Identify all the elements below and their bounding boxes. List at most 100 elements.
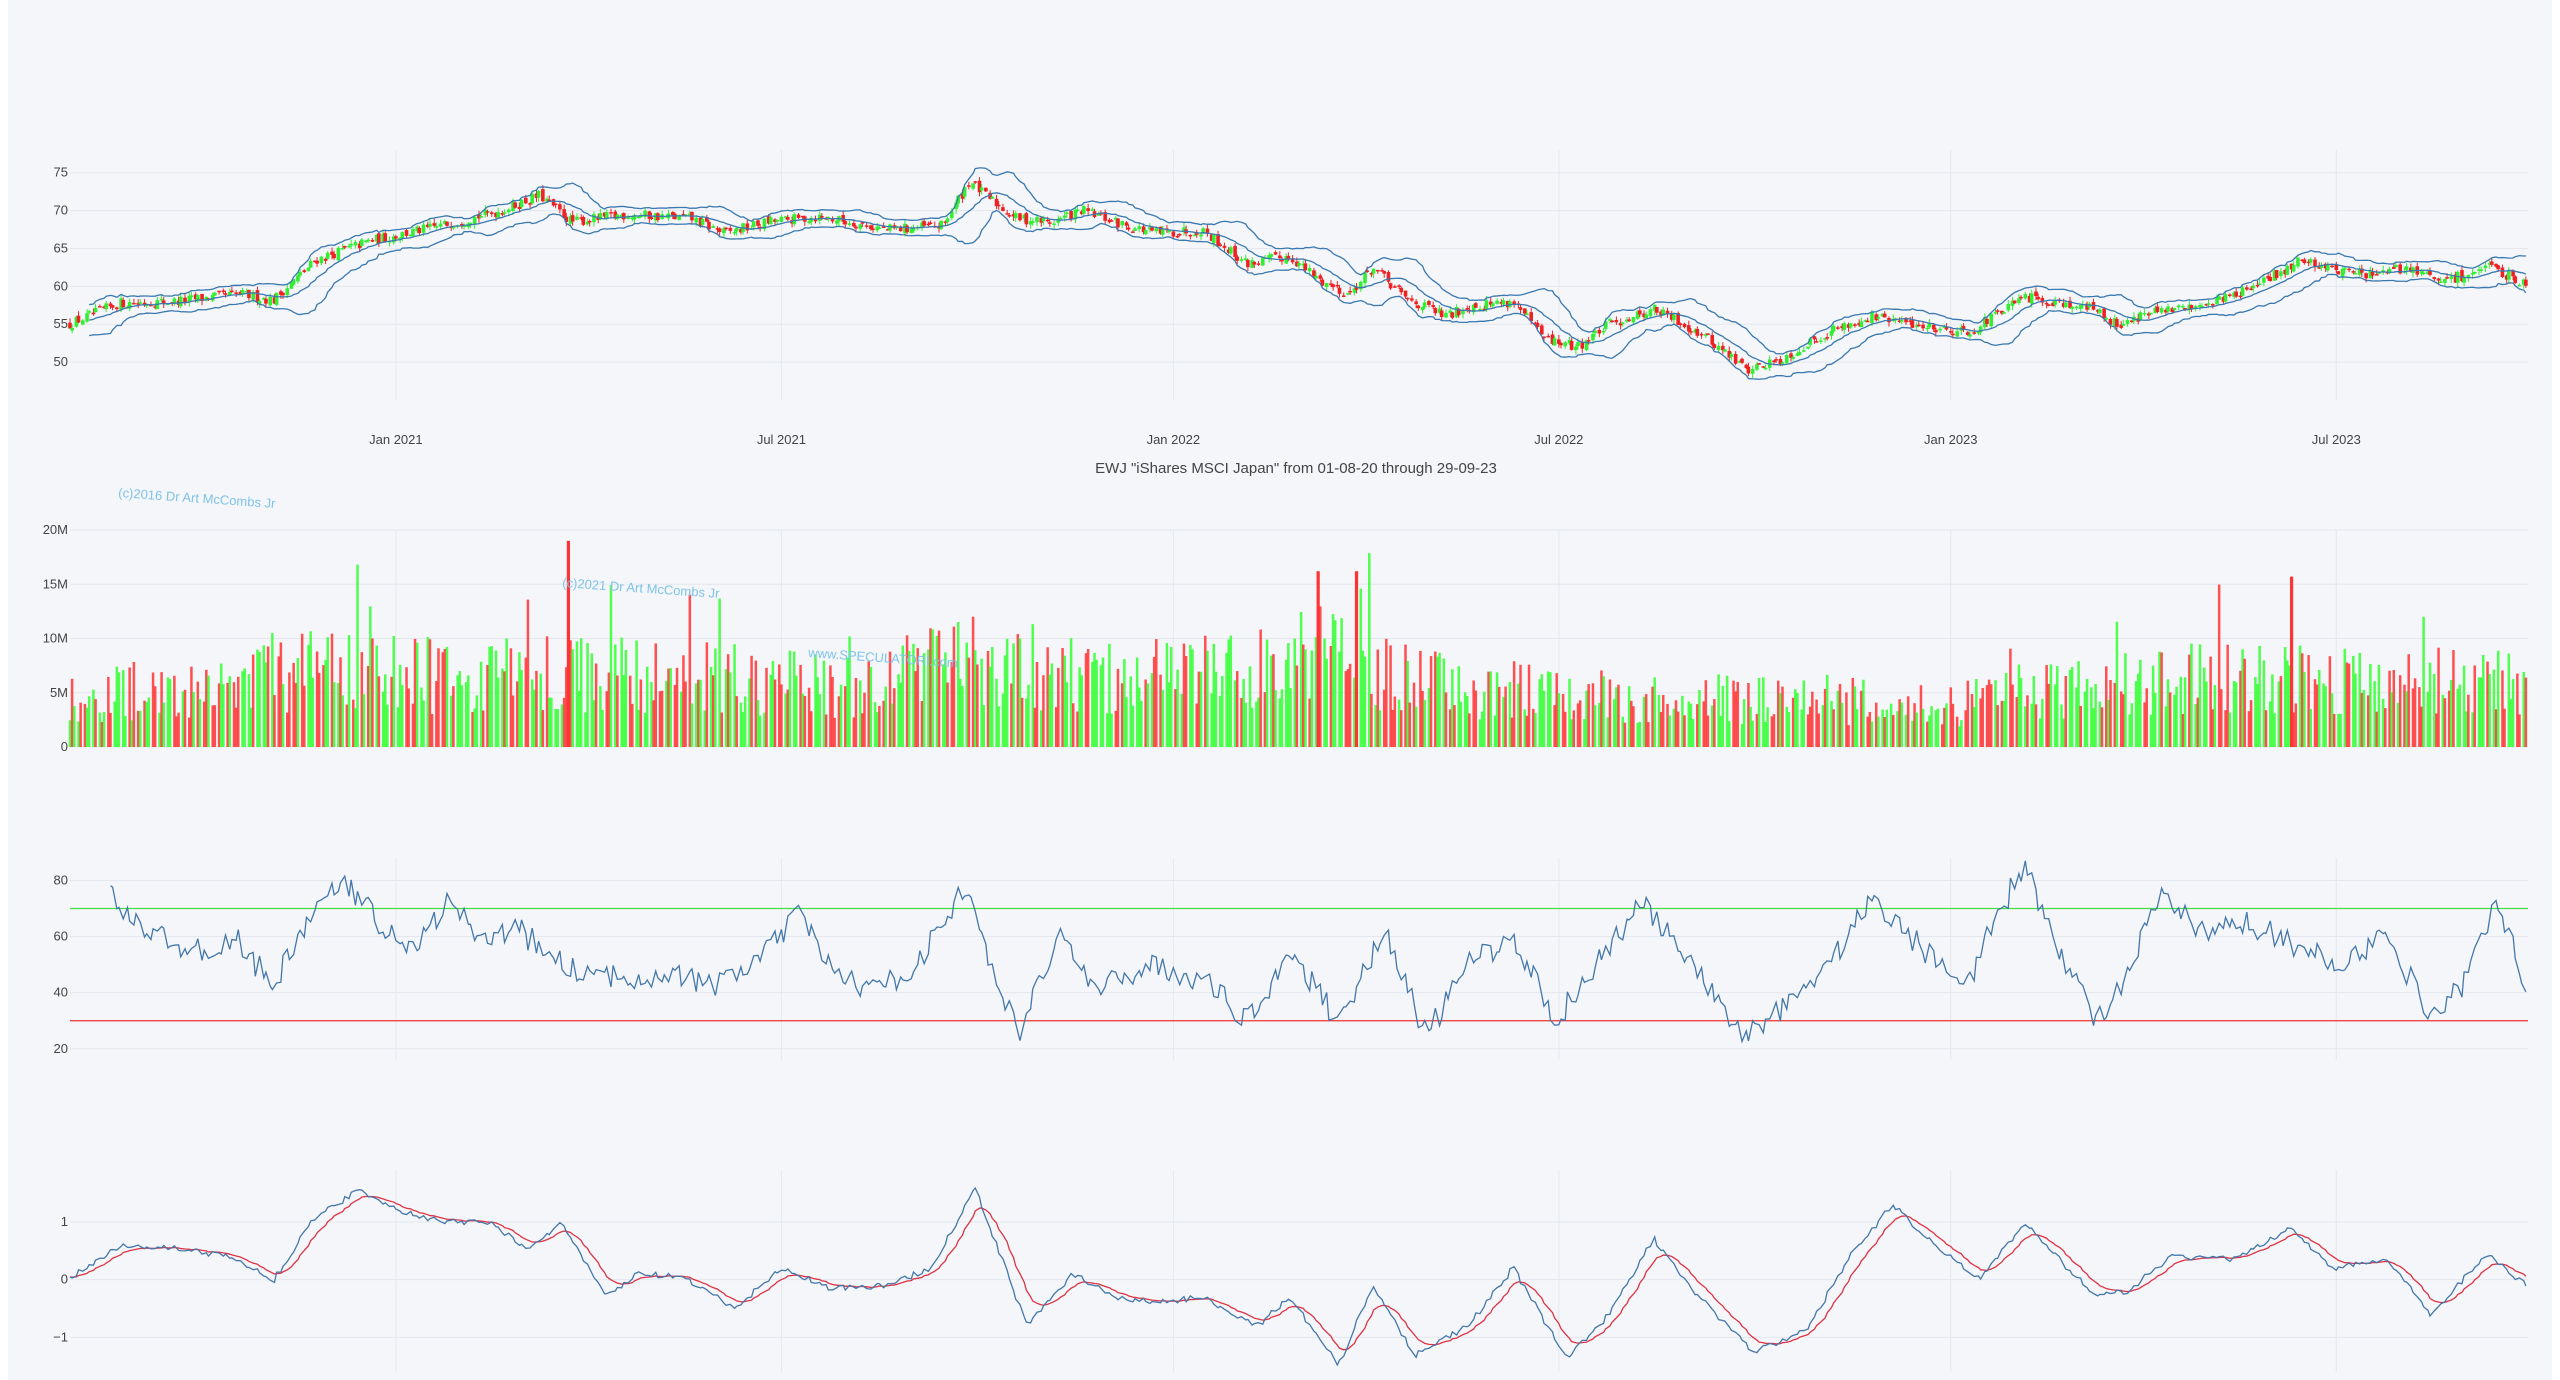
volume-bar (2119, 691, 2123, 747)
volume-bar (858, 680, 862, 747)
volume-bar (652, 700, 655, 747)
candle-body (756, 220, 760, 226)
candle-body (1062, 215, 1067, 218)
candle-body (1329, 283, 1333, 286)
volume-bar (202, 701, 206, 747)
volume-bar (375, 645, 378, 747)
volume-bar (1120, 683, 1124, 747)
candle-body (1133, 228, 1137, 231)
candle-body (2206, 303, 2211, 305)
candle-body (1269, 254, 1274, 257)
candle-body (1488, 301, 1493, 305)
candle-body (2500, 267, 2505, 278)
volume-bar (2420, 706, 2423, 747)
volume-bar (2122, 694, 2125, 747)
candle-body (1363, 272, 1367, 284)
candle-body (2217, 296, 2221, 300)
candle-body (1686, 325, 1691, 332)
volume-bar (1382, 689, 1386, 747)
candle-body (1710, 335, 1715, 345)
volume-bar (1504, 686, 1507, 747)
volume-bar (1272, 654, 1275, 747)
volume-bar (1091, 661, 1094, 747)
volume-bar (488, 646, 491, 747)
volume-bar (501, 668, 504, 747)
volume-bar (192, 692, 195, 747)
candle-body (1559, 343, 1563, 346)
volume-bar (650, 681, 653, 747)
volume-bar (1497, 686, 1501, 747)
candle-body (807, 221, 811, 223)
candle-body (421, 224, 426, 233)
candle-body (153, 306, 157, 308)
volume-bar (456, 675, 459, 747)
volume-bar (1368, 553, 1371, 747)
candle-body (905, 225, 909, 233)
volume-bar (1025, 698, 1028, 747)
volume-bar (1555, 673, 1558, 747)
candle-body (1250, 260, 1254, 268)
candle-body (2507, 271, 2511, 280)
candle-body (2147, 313, 2151, 316)
volume-bar (2179, 676, 2183, 747)
candle-body (1201, 228, 1205, 234)
volume-bar (2458, 684, 2462, 747)
candle-body (2215, 297, 2219, 305)
candle-body (1433, 308, 1438, 314)
volume-bar (277, 656, 280, 747)
candle-body (1733, 353, 1738, 364)
candle-body (1239, 259, 1244, 261)
candle-body (630, 217, 635, 220)
volume-bar (986, 650, 990, 747)
grid-layer (70, 150, 2528, 1372)
candle-body (2449, 276, 2454, 280)
candle-body (500, 212, 505, 215)
volume-bar (1794, 689, 1797, 747)
volume-bar (1152, 656, 1156, 747)
candle-body (592, 214, 596, 223)
volume-bar (2450, 680, 2453, 747)
volume-bar (1048, 674, 1052, 747)
volume-bar (139, 710, 142, 747)
volume-bar (2136, 673, 2140, 747)
volume-bar (1135, 657, 1139, 747)
volume-bar (147, 697, 151, 747)
volume-bar (2303, 671, 2306, 747)
volume-bar (2026, 695, 2029, 747)
candle-body (1586, 340, 1591, 342)
volume-bar (1010, 683, 1013, 747)
volume-bar (2300, 653, 2304, 747)
candle-body (1567, 339, 1572, 344)
volume-bar (196, 681, 200, 747)
candle-body (2085, 303, 2089, 310)
candle-body (494, 212, 498, 217)
volume-bar (2362, 689, 2366, 747)
volume-bar (1787, 712, 1791, 747)
candle-body (2112, 318, 2117, 327)
candle-body (2521, 279, 2526, 285)
candle-body (2513, 276, 2518, 283)
volume-bar (837, 696, 841, 747)
candle-body (751, 221, 756, 227)
candle-body (898, 227, 903, 232)
volume-bar (2328, 656, 2332, 747)
volume-bar (1287, 643, 1290, 747)
candle-body (496, 212, 500, 218)
volume-bar (2124, 653, 2127, 747)
volume-bar (481, 710, 485, 747)
volume-bar (94, 699, 97, 747)
volume-bar (2151, 665, 2155, 747)
volume-bar (366, 665, 370, 747)
candle-body (2063, 302, 2068, 308)
candle-body (1158, 226, 1163, 234)
volume-bar (1340, 618, 1343, 747)
candle-body (1955, 331, 1959, 337)
volume-bar (1063, 655, 1066, 747)
volume-bar (2060, 704, 2063, 747)
bollinger-lower-line (89, 209, 2527, 380)
candle-body (1976, 331, 1981, 334)
candle-body (1508, 301, 1512, 307)
volume-bar-peak (566, 540, 571, 747)
volume-bar (1823, 688, 1827, 747)
candle-body (468, 222, 473, 225)
